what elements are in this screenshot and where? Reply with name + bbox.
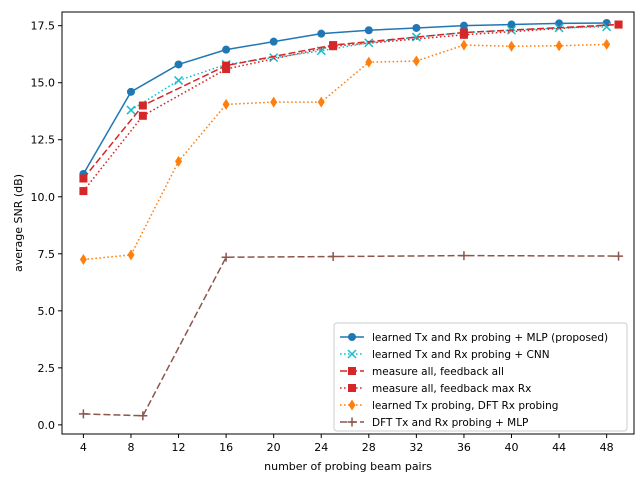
data-point (138, 411, 148, 421)
data-point (127, 249, 135, 261)
x-tick-label: 32 (409, 441, 423, 454)
x-tick-label: 36 (457, 441, 471, 454)
series-line (83, 43, 607, 261)
data-point (364, 26, 373, 35)
y-tick-label: 2.5 (38, 362, 56, 375)
legend-marker (347, 349, 357, 359)
data-point (412, 23, 421, 32)
y-tick-label: 7.5 (38, 248, 56, 261)
data-point (365, 56, 373, 68)
series-layer (78, 18, 624, 421)
y-tick-label: 12.5 (31, 134, 56, 147)
data-point (79, 174, 88, 183)
x-tick-label: 4 (80, 441, 87, 454)
data-point (79, 253, 87, 265)
y-axis-label: average SNR (dB) (12, 174, 25, 272)
x-tick-label: 28 (362, 441, 376, 454)
legend-marker (348, 367, 356, 375)
data-point (602, 22, 612, 32)
y-tick-label: 15.0 (31, 77, 56, 90)
data-point (411, 32, 421, 42)
data-point (269, 53, 279, 63)
data-point (317, 96, 325, 108)
legend: learned Tx and Rx probing + MLP (propose… (333, 322, 628, 432)
series-line (82, 22, 607, 175)
x-tick-label: 8 (127, 441, 134, 454)
data-point (508, 40, 516, 52)
legend-label: learned Tx and Rx probing + MLP (propose… (372, 332, 608, 344)
data-point (126, 87, 135, 96)
series-line (83, 254, 619, 417)
y-tick-label: 0.0 (38, 419, 56, 432)
data-point (222, 65, 231, 74)
x-tick-label: 24 (314, 441, 328, 454)
data-point (460, 39, 468, 51)
x-tick-label: 12 (172, 441, 186, 454)
data-point (138, 101, 147, 110)
legend-label: learned Tx and Rx probing + CNN (372, 349, 550, 361)
legend-marker (348, 384, 356, 392)
series-line (130, 26, 607, 111)
legend-marker (347, 417, 357, 427)
data-point (329, 42, 338, 51)
data-point (614, 251, 624, 261)
x-axis-label: number of probing beam pairs (264, 460, 432, 473)
x-tick-label: 48 (600, 441, 614, 454)
data-point (459, 21, 468, 30)
data-point (222, 98, 230, 110)
x-tick-label: 20 (267, 441, 281, 454)
legend-label: measure all, feedback max Rx (372, 383, 531, 395)
legend-label: DFT Tx and Rx probing + MLP (372, 417, 528, 429)
legend-box (333, 322, 628, 432)
data-point (317, 29, 326, 38)
data-point (614, 20, 623, 29)
series-4 (79, 38, 611, 265)
legend-label: measure all, feedback all (372, 366, 504, 378)
data-point (222, 45, 231, 54)
data-point (459, 30, 468, 39)
y-tick-label: 5.0 (38, 305, 56, 318)
data-point (221, 252, 231, 262)
data-point (174, 75, 184, 85)
data-point (78, 409, 88, 419)
data-point (175, 155, 183, 167)
data-point (126, 105, 136, 115)
data-point (412, 55, 420, 67)
data-point (269, 37, 278, 46)
data-point (555, 40, 563, 52)
axes-layer: 4 8 12 16 20 24 28 32 36 40 44 480.02.55.07.510.012… (31, 20, 614, 454)
y-tick-label: 17.5 (31, 20, 56, 33)
y-tick-label: 10.0 (31, 191, 56, 204)
data-point (138, 111, 147, 120)
legend-marker (348, 399, 356, 411)
x-tick-label: 44 (552, 441, 566, 454)
data-point (507, 20, 516, 29)
x-tick-label: 40 (505, 441, 519, 454)
legend-label: learned Tx probing, DFT Rx probing (372, 400, 558, 412)
plot-frame (61, 11, 635, 435)
data-point (270, 96, 278, 108)
x-tick-label: 16 (219, 441, 233, 454)
series-3 (79, 20, 623, 196)
data-point (79, 187, 88, 196)
data-point (328, 252, 338, 262)
data-point (459, 251, 469, 261)
series-line (82, 23, 619, 179)
data-point (603, 38, 611, 50)
data-point (174, 60, 183, 69)
legend-marker (348, 333, 356, 341)
series-5 (78, 251, 624, 421)
